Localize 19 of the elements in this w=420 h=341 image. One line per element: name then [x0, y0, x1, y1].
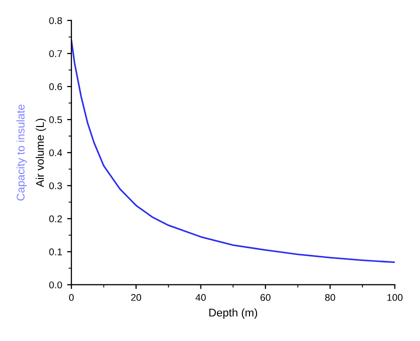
y-tick-label: 0.6 [49, 83, 62, 90]
y-tick-label: 0.4 [49, 149, 62, 156]
x-tick-label: 0 [69, 294, 74, 301]
y-tick-label: 0.8 [49, 17, 62, 24]
x-tick-label: 60 [260, 294, 270, 301]
y-tick-label: 0.5 [49, 116, 62, 124]
y-tick-label: 0.7 [49, 50, 62, 58]
text: Capacity to insulate [16, 104, 27, 201]
y-tick-label: 0.1 [49, 248, 62, 256]
y-axis-title: Air volume (L) [36, 118, 46, 188]
x-tick-label: 20 [131, 294, 142, 301]
x-tick-label: 40 [196, 294, 206, 301]
x-tick-label: 80 [325, 294, 336, 301]
y-tick-label: 0.2 [49, 215, 62, 222]
x-axis-title: Depth (m) [209, 308, 258, 319]
y-tick-label: 0.0 [49, 281, 62, 288]
line-series [71, 40, 395, 264]
y-tick-label: 0.3 [49, 182, 62, 190]
x-tick-label: 100 [387, 294, 403, 301]
